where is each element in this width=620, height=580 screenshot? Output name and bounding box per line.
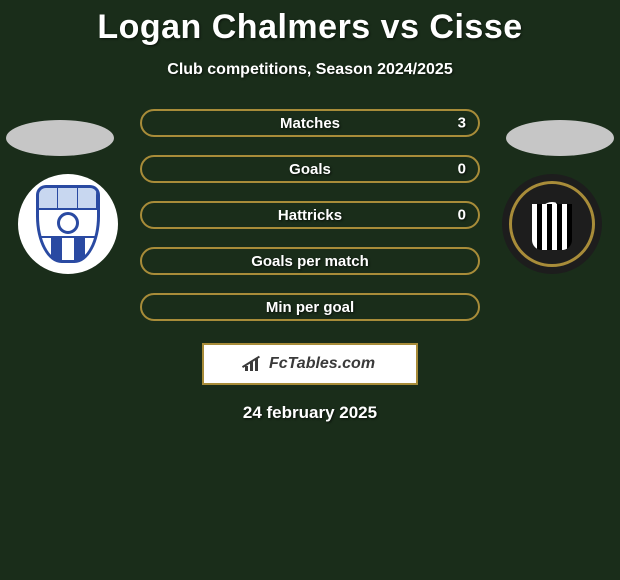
stat-row-min-per-goal: Min per goal [140,293,480,321]
stats-list: Matches 3 Goals 0 Hattricks 0 Goals per … [140,109,480,321]
player-avatar-placeholder-left [6,120,114,156]
club-crest-notts-county [509,181,595,267]
stat-row-goals: Goals 0 [140,155,480,183]
club-crest-tranmere [36,185,100,263]
brand-text: FcTables.com [269,355,375,373]
player-avatar-placeholder-right [506,120,614,156]
date-text: 24 february 2025 [0,403,620,423]
stat-value: 0 [458,207,466,224]
bar-chart-icon [245,357,263,371]
brand-attribution: FcTables.com [202,343,418,385]
stat-label: Goals per match [251,253,369,270]
club-badge-left [18,174,118,274]
page-title: Logan Chalmers vs Cisse [0,0,620,47]
stat-label: Goals [289,161,331,178]
stat-row-goals-per-match: Goals per match [140,247,480,275]
stat-value: 0 [458,161,466,178]
stat-label: Min per goal [266,299,354,316]
stat-row-matches: Matches 3 [140,109,480,137]
stat-label: Matches [280,115,340,132]
stat-value: 3 [458,115,466,132]
stat-label: Hattricks [278,207,342,224]
subtitle: Club competitions, Season 2024/2025 [0,61,620,79]
club-badge-right [502,174,602,274]
stat-row-hattricks: Hattricks 0 [140,201,480,229]
